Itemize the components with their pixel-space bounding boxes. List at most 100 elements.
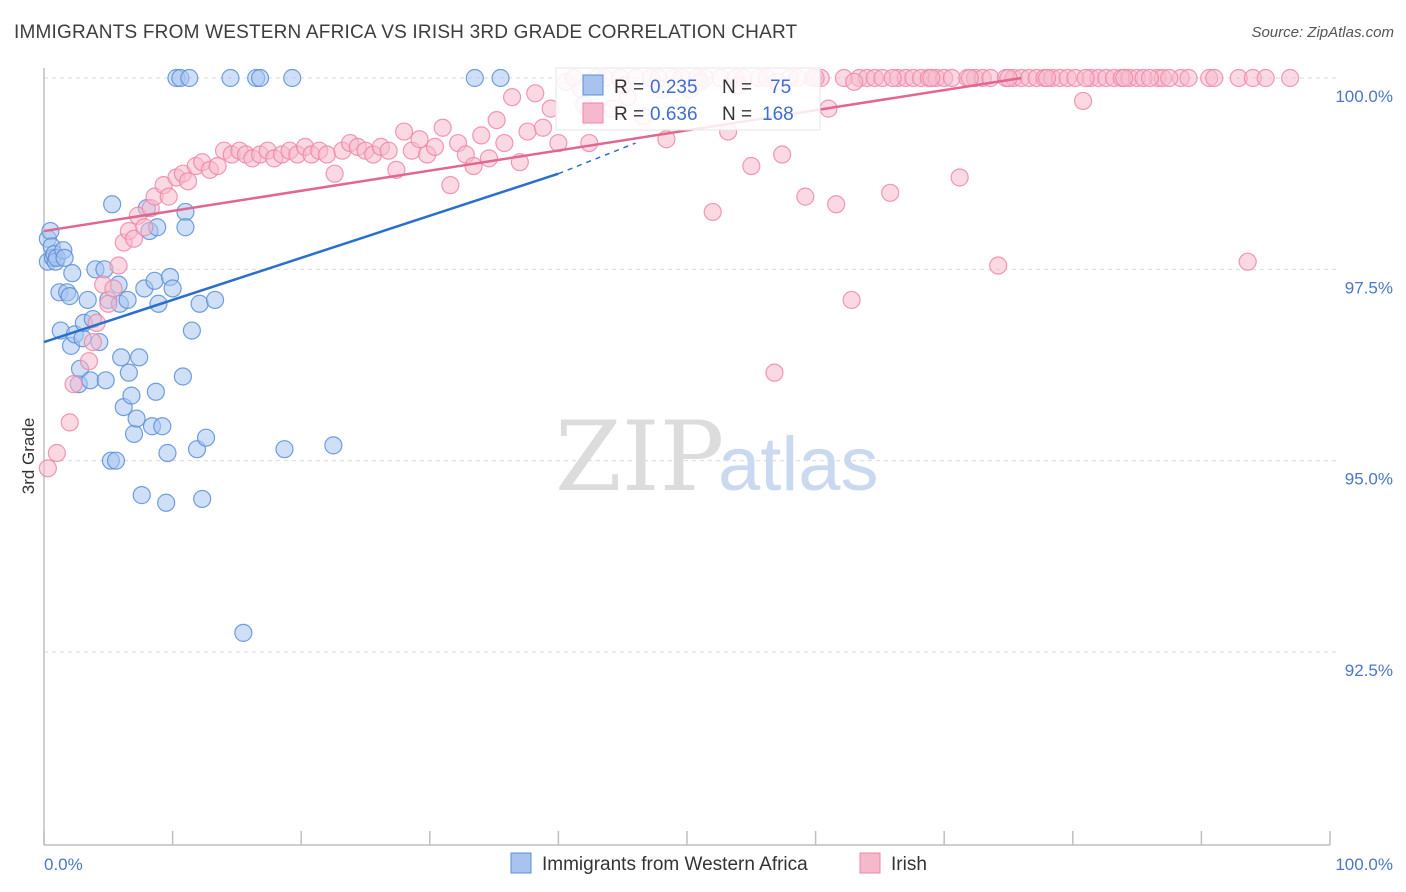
y-tick-label-3: 92.5% — [1345, 661, 1393, 680]
point-pink-170 — [1140, 68, 1160, 88]
point-blue-51 — [153, 417, 172, 436]
legend-r-label-1: R = — [614, 77, 644, 98]
point-pink-1 — [47, 443, 66, 463]
point-pink-151 — [1238, 252, 1257, 271]
point-pink-10 — [109, 256, 128, 275]
point-pink-61 — [472, 126, 491, 145]
point-pink-67 — [518, 122, 537, 141]
point-pink-53 — [410, 130, 429, 149]
point-pink-100 — [773, 145, 792, 164]
point-pink-114 — [881, 183, 900, 202]
series-legend: Immigrants from Western Africa Irish — [510, 852, 927, 875]
point-pink-69 — [533, 118, 553, 137]
point-blue-66 — [196, 428, 216, 447]
point-blue-60 — [176, 218, 195, 237]
point-pink-175 — [1256, 68, 1275, 88]
point-pink-107 — [827, 195, 846, 214]
point-pink-64 — [495, 133, 514, 153]
point-pink-123 — [950, 168, 969, 187]
point-pink-96 — [742, 156, 761, 176]
point-blue-68 — [221, 68, 240, 88]
point-pink-103 — [796, 187, 815, 206]
grid-lines — [44, 77, 1340, 653]
chart-title: IMMIGRANTS FROM WESTERN AFRICA VS IRISH … — [14, 22, 798, 43]
point-pink-173 — [1205, 68, 1224, 88]
point-blue-52 — [157, 493, 176, 512]
point-pink-15 — [135, 218, 154, 237]
point-blue-39 — [124, 424, 144, 443]
series-label-blue: Immigrants from Western Africa — [542, 854, 808, 875]
point-pink-91 — [703, 202, 722, 222]
point-pink-42 — [325, 164, 344, 183]
y-tick-label-2: 95.0% — [1345, 470, 1393, 489]
point-pink-65 — [503, 88, 522, 107]
trend-lines — [43, 76, 1022, 344]
legend-n-label-2: N = — [722, 104, 752, 125]
point-pink-41 — [317, 145, 337, 164]
point-pink-171 — [1160, 68, 1179, 88]
data-points — [38, 68, 1300, 642]
point-blue-27 — [96, 371, 115, 390]
point-blue-21 — [78, 290, 97, 310]
axes — [43, 68, 1331, 846]
point-blue-76 — [491, 68, 510, 88]
source-label: Source: ZipAtlas.com — [1251, 24, 1394, 41]
tick-labels: 100.0% 97.5% 95.0% 92.5% 0.0% 100.0% — [44, 87, 1393, 874]
point-blue-59 — [176, 202, 195, 222]
point-blue-53 — [158, 443, 177, 463]
point-pink-168 — [1115, 68, 1134, 88]
legend-n-value-1: 75 — [770, 77, 791, 98]
point-pink-153 — [1281, 68, 1300, 88]
series-swatch-blue — [510, 852, 532, 874]
legend-n-label-1: N = — [722, 77, 752, 98]
point-pink-162 — [883, 68, 902, 88]
point-blue-64 — [190, 294, 209, 313]
y-tick-label-1: 97.5% — [1345, 278, 1393, 297]
point-pink-109 — [842, 290, 861, 310]
point-blue-22 — [81, 371, 100, 390]
point-blue-41 — [130, 348, 149, 367]
legend-r-label-2: R = — [614, 104, 644, 125]
y-tick-label-0: 100.0% — [1335, 87, 1393, 106]
point-pink-22 — [178, 172, 198, 191]
point-blue-37 — [119, 363, 138, 382]
point-blue-62 — [182, 321, 201, 340]
point-pink-62 — [479, 149, 499, 168]
point-pink-2 — [60, 413, 79, 432]
point-blue-73 — [283, 68, 302, 88]
legend-swatch-blue — [582, 74, 604, 96]
series-swatch-pink — [859, 852, 881, 874]
point-pink-99 — [765, 363, 784, 382]
point-pink-122 — [942, 68, 962, 88]
point-pink-139 — [1073, 91, 1093, 111]
trend-line-pink — [43, 76, 1022, 233]
legend-n-value-2: 168 — [762, 104, 794, 125]
point-pink-161 — [845, 72, 864, 91]
point-blue-11 — [55, 248, 74, 267]
point-pink-8 — [99, 294, 118, 313]
point-pink-166 — [1037, 68, 1057, 88]
trend-line-blue — [43, 172, 559, 344]
point-blue-71 — [250, 68, 270, 88]
point-pink-55 — [425, 137, 445, 156]
legend-swatch-pink — [582, 102, 604, 124]
point-pink-9 — [104, 279, 123, 298]
point-pink-128 — [989, 256, 1008, 275]
point-pink-49 — [379, 141, 398, 160]
legend-r-value-2: 0.636 — [650, 104, 698, 125]
point-pink-60 — [464, 156, 483, 176]
point-pink-75 — [580, 133, 599, 153]
point-pink-63 — [487, 110, 506, 130]
point-blue-55 — [163, 279, 182, 298]
point-blue-31 — [106, 451, 126, 470]
point-blue-38 — [122, 386, 141, 405]
point-blue-69 — [234, 623, 253, 642]
trend-line-blue-extension — [558, 142, 636, 175]
point-pink-26 — [208, 156, 227, 176]
point-pink-5 — [83, 332, 102, 352]
point-blue-58 — [173, 367, 192, 386]
point-pink-4 — [79, 352, 99, 371]
correlation-legend: R = 0.235 N = 75 R = 0.636 N = 168 — [555, 67, 821, 131]
point-pink-172 — [1179, 68, 1198, 88]
point-blue-47 — [145, 271, 164, 290]
